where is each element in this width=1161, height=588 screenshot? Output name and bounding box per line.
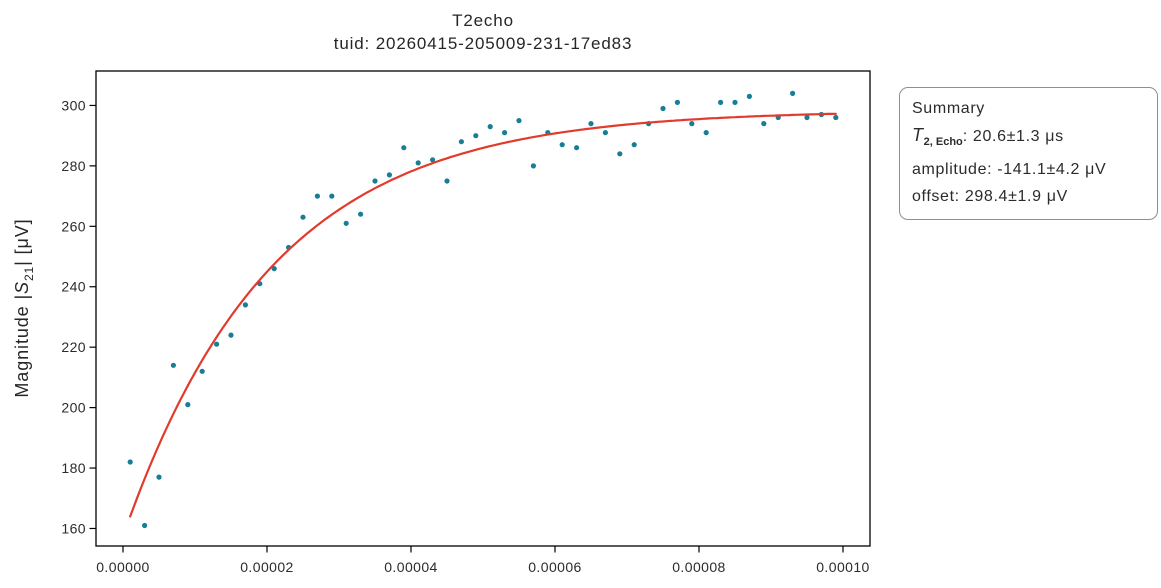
y-tick-label: 220 bbox=[61, 339, 86, 355]
y-tick-label: 180 bbox=[61, 460, 86, 476]
scatter-point bbox=[502, 130, 508, 136]
chart-title: T2echo bbox=[452, 11, 514, 30]
t2-value: : 20.6±1.3 μs bbox=[962, 128, 1064, 145]
scatter-point bbox=[530, 163, 537, 169]
scatter-point bbox=[199, 368, 205, 374]
scatter-point bbox=[271, 266, 277, 272]
scatter-point bbox=[430, 157, 436, 163]
scatter-point bbox=[415, 160, 421, 166]
scatter-point bbox=[804, 114, 810, 121]
y-axis-label-var: S bbox=[12, 281, 33, 294]
scatter-point bbox=[516, 118, 522, 124]
scatter-point bbox=[718, 99, 724, 105]
scatter-point bbox=[732, 99, 738, 105]
summary-heading: Summary bbox=[912, 100, 985, 117]
scatter-point bbox=[343, 220, 349, 226]
t2-subscript: 2, Echo bbox=[923, 136, 963, 149]
y-tick-label: 300 bbox=[61, 97, 86, 113]
x-tick-label: 0.00004 bbox=[384, 559, 438, 575]
scatter-point bbox=[602, 130, 609, 136]
y-tick-label: 260 bbox=[61, 218, 86, 234]
scatter-point bbox=[574, 145, 580, 151]
scatter-point bbox=[185, 402, 191, 408]
fit-curve bbox=[129, 112, 837, 518]
scatter-point bbox=[631, 142, 637, 148]
scatter-point bbox=[790, 90, 796, 96]
scatter-point bbox=[372, 178, 378, 184]
x-tick-label: 0.00006 bbox=[528, 559, 582, 575]
chart-subtitle: tuid: 20260415-205009-231-17ed83 bbox=[333, 34, 633, 53]
y-tick-label: 280 bbox=[61, 158, 86, 174]
scatter-point bbox=[142, 522, 148, 529]
scatter-point bbox=[242, 302, 248, 308]
scatter-point bbox=[458, 139, 464, 145]
scatter-point bbox=[401, 145, 407, 151]
scatter-point bbox=[588, 121, 594, 127]
scatter-point bbox=[314, 193, 320, 199]
y-tick-label: 200 bbox=[61, 400, 86, 416]
x-tick-label: 0.00002 bbox=[240, 559, 294, 575]
plot-frame bbox=[95, 70, 871, 547]
scatter-point bbox=[559, 142, 565, 148]
scatter-point bbox=[761, 121, 767, 127]
scatter-point bbox=[674, 99, 681, 105]
scatter-point bbox=[214, 341, 220, 347]
scatter-point bbox=[300, 214, 306, 220]
chart-header: T2echo tuid: 20260415-205009-231-17ed83 bbox=[96, 9, 870, 55]
y-axis-label-subscript: 21 bbox=[21, 265, 36, 282]
scatter-point bbox=[358, 211, 364, 217]
y-tick-label: 240 bbox=[61, 279, 86, 295]
summary-t2-line: T2, Echo: 20.6±1.3 μs bbox=[912, 122, 1146, 156]
scatter-point bbox=[127, 459, 133, 465]
scatter-point bbox=[660, 105, 666, 112]
scatter-point bbox=[386, 172, 392, 178]
scatter-point bbox=[156, 474, 162, 480]
y-tick-label: 160 bbox=[61, 520, 86, 536]
y-axis-label-unit: | [μV] bbox=[12, 218, 33, 266]
scatter-point bbox=[228, 332, 234, 338]
x-tick-label: 0.00000 bbox=[96, 559, 150, 575]
scatter-point bbox=[329, 193, 335, 199]
scatter-point bbox=[617, 151, 623, 157]
scatter-point bbox=[444, 178, 450, 184]
scatter-point bbox=[689, 121, 695, 127]
x-tick-label: 0.00010 bbox=[816, 559, 870, 575]
summary-amplitude-line: amplitude: -141.1±4.2 μV bbox=[912, 161, 1107, 179]
y-axis-label-pre: Magnitude | bbox=[12, 293, 33, 398]
t2-symbol: T bbox=[912, 125, 924, 145]
summary-offset-line: offset: 298.4±1.9 μV bbox=[912, 188, 1068, 206]
x-tick-label: 0.00008 bbox=[672, 559, 726, 575]
scatter-point bbox=[487, 124, 493, 130]
scatter-point bbox=[703, 130, 709, 136]
scatter-point bbox=[473, 133, 479, 139]
scatter-point bbox=[746, 93, 753, 99]
scatter-point bbox=[170, 362, 176, 368]
y-axis-label: Magnitude |S21| [μV] bbox=[12, 218, 36, 397]
scatter-point bbox=[833, 114, 839, 121]
summary-box: Summary T2, Echo: 20.6±1.3 μs amplitude:… bbox=[899, 87, 1158, 221]
